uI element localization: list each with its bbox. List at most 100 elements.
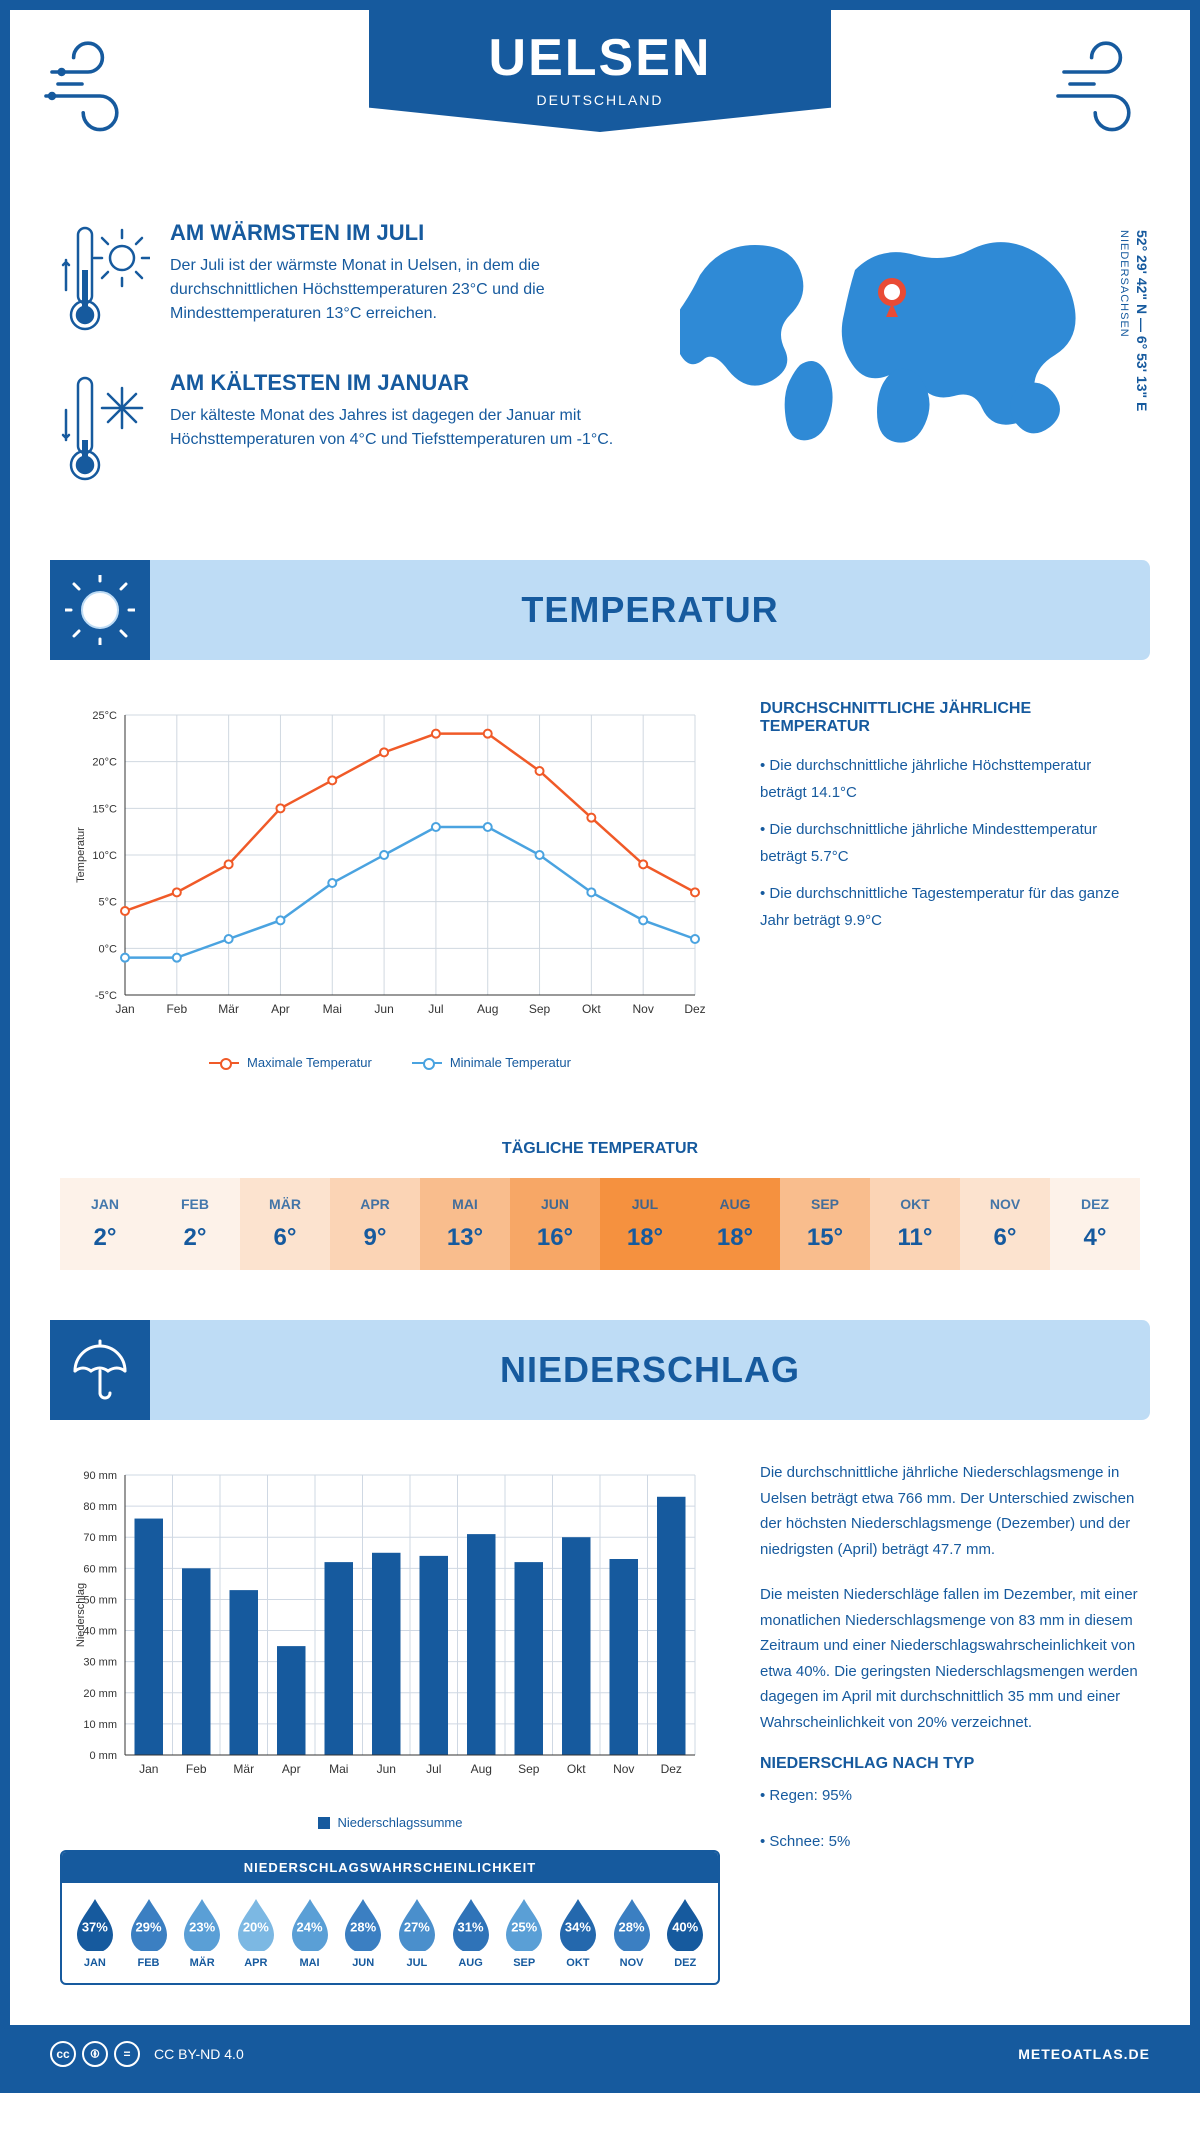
daily-temp-table: JAN2°FEB2°MÄR6°APR9°MAI13°JUN16°JUL18°AU… <box>60 1178 1140 1270</box>
coldest-block: AM KÄLTESTEN IM JANUAR Der kälteste Mona… <box>60 370 640 490</box>
svg-text:Apr: Apr <box>282 1762 301 1776</box>
svg-text:10 mm: 10 mm <box>83 1719 117 1731</box>
svg-text:Aug: Aug <box>471 1762 492 1776</box>
wind-icon <box>1040 30 1160 150</box>
svg-text:10°C: 10°C <box>92 850 117 862</box>
svg-text:Jun: Jun <box>374 1002 393 1016</box>
svg-text:Dez: Dez <box>661 1762 682 1776</box>
svg-text:Jul: Jul <box>428 1002 443 1016</box>
warmest-text: Der Juli ist der wärmste Monat in Uelsen… <box>170 254 640 326</box>
svg-text:15°C: 15°C <box>92 803 117 815</box>
raindrop-icon: 28% <box>341 1897 385 1951</box>
precip-p2: Die meisten Niederschläge fallen im Deze… <box>760 1582 1140 1735</box>
raindrop-icon: 23% <box>180 1897 224 1951</box>
daily-temp-title: TÄGLICHE TEMPERATUR <box>10 1140 1190 1158</box>
svg-text:Sep: Sep <box>518 1762 540 1776</box>
svg-text:Jul: Jul <box>426 1762 441 1776</box>
daily-cell: NOV6° <box>960 1178 1050 1270</box>
probability-cell: 37% JAN <box>70 1897 120 1969</box>
svg-text:Mai: Mai <box>329 1762 348 1776</box>
daily-cell: DEZ4° <box>1050 1178 1140 1270</box>
license-label: CC BY-ND 4.0 <box>154 2046 244 2062</box>
cc-icons: cc 🅯 = <box>50 2041 140 2067</box>
region-label: NIEDERSACHSEN <box>1118 230 1130 338</box>
svg-text:Dez: Dez <box>684 1002 705 1016</box>
svg-text:-5°C: -5°C <box>95 990 117 1002</box>
svg-text:Jan: Jan <box>139 1762 158 1776</box>
probability-box: NIEDERSCHLAGSWAHRSCHEINLICHKEIT 37% JAN … <box>60 1850 720 1985</box>
daily-cell: JUN16° <box>510 1178 600 1270</box>
probability-cell: 31% AUG <box>446 1897 496 1969</box>
svg-text:0 mm: 0 mm <box>90 1750 118 1762</box>
coldest-text: Der kälteste Monat des Jahres ist dagege… <box>170 404 640 452</box>
probability-cell: 34% OKT <box>553 1897 603 1969</box>
svg-text:0°C: 0°C <box>99 943 118 955</box>
chart-legend: Maximale TemperaturMinimale Temperatur <box>60 1055 720 1070</box>
svg-text:Okt: Okt <box>582 1002 601 1016</box>
country-subtitle: DEUTSCHLAND <box>489 92 712 108</box>
page-frame: UELSEN DEUTSCHLAND A <box>0 0 1200 2093</box>
svg-text:80 mm: 80 mm <box>83 1501 117 1513</box>
daily-cell: MÄR6° <box>240 1178 330 1270</box>
raindrop-icon: 24% <box>288 1897 332 1951</box>
svg-text:Mär: Mär <box>218 1002 239 1016</box>
probability-cell: 40% DEZ <box>660 1897 710 1969</box>
map-block: NIEDERSACHSEN 52° 29' 42" N — 6° 53' 13"… <box>680 220 1140 520</box>
svg-text:30 mm: 30 mm <box>83 1657 117 1669</box>
svg-text:Feb: Feb <box>166 1002 187 1016</box>
probability-cell: 24% MAI <box>285 1897 335 1969</box>
svg-text:Apr: Apr <box>271 1002 290 1016</box>
temp-info-title: DURCHSCHNITTLICHE JÄHRLICHE TEMPERATUR <box>760 700 1140 736</box>
svg-text:Temperatur: Temperatur <box>75 827 87 883</box>
probability-cell: 28% JUN <box>338 1897 388 1969</box>
raindrop-icon: 25% <box>502 1897 546 1951</box>
nd-icon: = <box>114 2041 140 2067</box>
coords-label: 52° 29' 42" N — 6° 53' 13" E <box>1134 230 1150 411</box>
temperature-section-header: TEMPERATUR <box>50 560 1150 660</box>
probability-title: NIEDERSCHLAGSWAHRSCHEINLICHKEIT <box>62 1852 718 1883</box>
raindrop-icon: 31% <box>449 1897 493 1951</box>
probability-cell: 20% APR <box>231 1897 281 1969</box>
probability-cell: 29% FEB <box>124 1897 174 1969</box>
raindrop-icon: 27% <box>395 1897 439 1951</box>
svg-text:25°C: 25°C <box>92 710 117 722</box>
precip-p1: Die durchschnittliche jährliche Niedersc… <box>760 1460 1140 1562</box>
world-map-icon <box>680 220 1100 450</box>
by-icon: 🅯 <box>82 2041 108 2067</box>
daily-cell: JUL18° <box>600 1178 690 1270</box>
probability-cell: 23% MÄR <box>177 1897 227 1969</box>
coldest-title: AM KÄLTESTEN IM JANUAR <box>170 370 640 396</box>
raindrop-icon: 28% <box>610 1897 654 1951</box>
svg-text:20 mm: 20 mm <box>83 1688 117 1700</box>
svg-text:Feb: Feb <box>186 1762 207 1776</box>
temp-bullet: • Die durchschnittliche Tagestemperatur … <box>760 880 1140 934</box>
cc-icon: cc <box>50 2041 76 2067</box>
wind-icon <box>40 30 160 150</box>
temperature-info: DURCHSCHNITTLICHE JÄHRLICHE TEMPERATUR •… <box>760 700 1140 1070</box>
svg-text:Mai: Mai <box>323 1002 342 1016</box>
thermometer-hot-icon <box>60 220 150 340</box>
daily-cell: FEB2° <box>150 1178 240 1270</box>
svg-text:Niederschlag: Niederschlag <box>75 1583 87 1647</box>
svg-text:70 mm: 70 mm <box>83 1532 117 1544</box>
brand-label: METEOATLAS.DE <box>1018 2046 1150 2062</box>
raindrop-icon: 37% <box>73 1897 117 1951</box>
daily-cell: OKT11° <box>870 1178 960 1270</box>
daily-cell: JAN2° <box>60 1178 150 1270</box>
svg-text:Aug: Aug <box>477 1002 498 1016</box>
footer: cc 🅯 = CC BY-ND 4.0 METEOATLAS.DE <box>10 2025 1190 2083</box>
svg-text:Okt: Okt <box>567 1762 586 1776</box>
svg-text:50 mm: 50 mm <box>83 1594 117 1606</box>
svg-text:60 mm: 60 mm <box>83 1563 117 1575</box>
sun-icon <box>65 575 135 645</box>
precip-type-title: NIEDERSCHLAG NACH TYP <box>760 1755 1140 1773</box>
svg-text:Mär: Mär <box>233 1762 254 1776</box>
probability-cell: 27% JUL <box>392 1897 442 1969</box>
umbrella-icon <box>65 1335 135 1405</box>
raindrop-icon: 34% <box>556 1897 600 1951</box>
svg-text:5°C: 5°C <box>99 897 118 909</box>
temp-bullet: • Die durchschnittliche jährliche Höchst… <box>760 752 1140 806</box>
intro-section: AM WÄRMSTEN IM JULI Der Juli ist der wär… <box>10 190 1190 560</box>
daily-cell: MAI13° <box>420 1178 510 1270</box>
svg-text:Nov: Nov <box>613 1762 634 1776</box>
